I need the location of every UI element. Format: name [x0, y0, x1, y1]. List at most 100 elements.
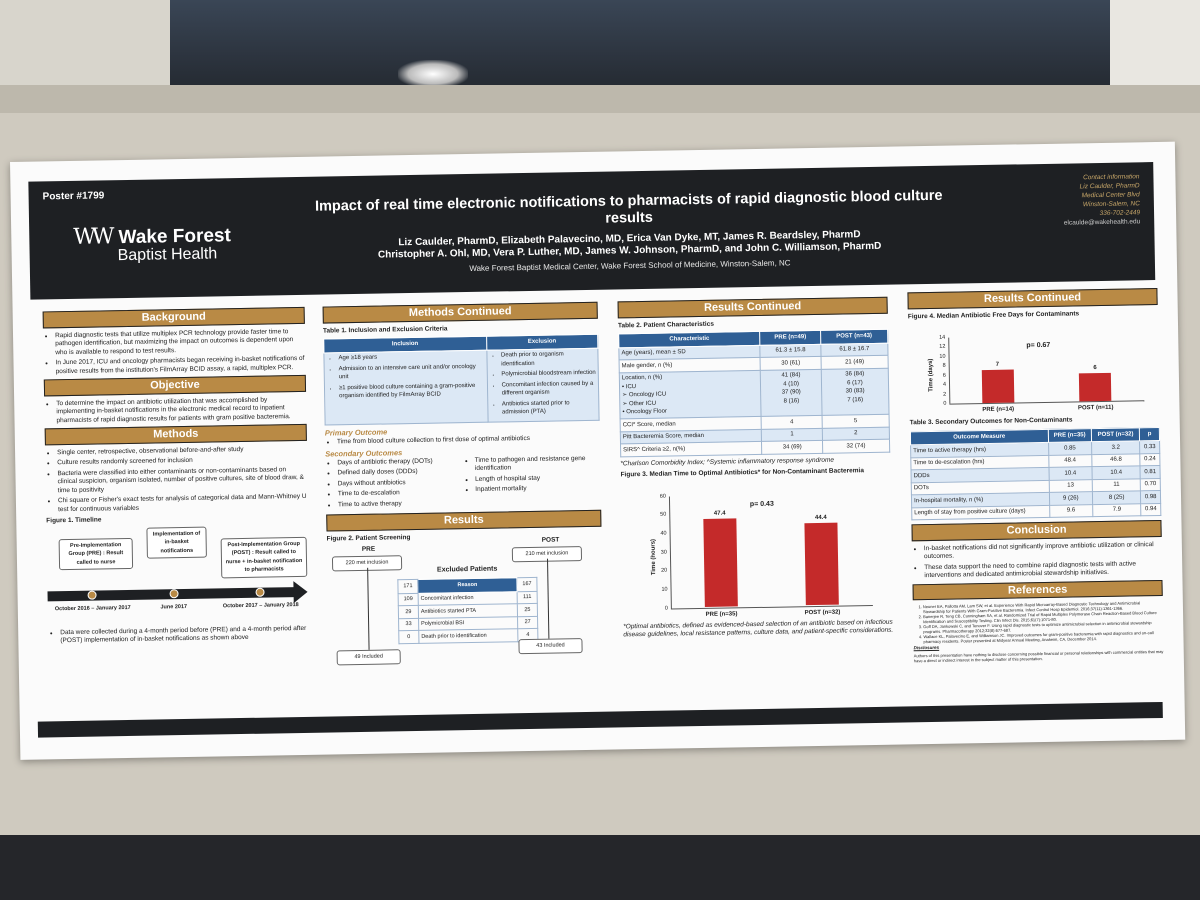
table-cell: 4 [761, 415, 823, 429]
column-2: Methods Continued Table 1. Inclusion and… [322, 301, 604, 667]
table-cell: 21 (49) [820, 355, 889, 369]
floor [0, 835, 1200, 900]
x-category-label: PRE (n=35) [705, 610, 738, 618]
x-category-label: POST (n=11) [1077, 404, 1114, 412]
secondary-outcome: Time to active therapy [338, 499, 464, 510]
timeline-date: June 2017 [160, 603, 188, 610]
table-cell: 61.3 ± 15.8 [760, 343, 821, 358]
patient-screening-diagram: PRE POST 220 met inclusion 210 met inclu… [327, 536, 604, 667]
timeline-dot [87, 590, 97, 600]
table3-header: p [1139, 426, 1160, 441]
figure4-caption: Figure 4. Median Antibiotic Free Days fo… [907, 309, 1080, 320]
background-bullet: Rapid diagnostic tests that utilize mult… [55, 327, 305, 357]
column-3: Results Continued Table 2. Patient Chara… [617, 296, 894, 640]
table-cell: 2 [822, 426, 890, 441]
table-cell: 30 (61) [760, 356, 822, 370]
excluded-post-count: 27 [517, 615, 538, 629]
exclusion-item: Polymicrobial bloodstream infection [501, 369, 596, 379]
poster-header: Poster #1799 WW Wake Forest Baptist Healt… [28, 162, 1156, 300]
secondary-outcome: Time to de-escalation [338, 488, 464, 499]
excluded-post-count: 111 [517, 590, 538, 604]
table-cell: 41 (84) 4 (10) 37 (90) 8 (16) [760, 368, 822, 417]
table-cell: 0.94 [1140, 502, 1161, 516]
table-cell: 0.33 [1139, 440, 1160, 454]
secondary-outcomes-table: Outcome Measure PRE (n=35) POST (n=32) p Ti… [910, 426, 1162, 520]
timeline-impl-box: Implementation of in-basket notification… [146, 526, 207, 559]
contact-info: Contact information Liz Caulder, PharmD Me… [1063, 172, 1140, 227]
timeline: Pre-Implementation Group (PRE) : Result … [46, 524, 310, 629]
column-1: Background Rapid diagnostic tests that u… [42, 306, 311, 649]
table-cell: Location, n (%) • ICU ➢ Oncology ICU ➢ O… [619, 369, 762, 419]
post-included-box: 43 Included [518, 638, 583, 654]
table-cell: 10.4 [1091, 465, 1141, 480]
table-cell: 5 [821, 414, 890, 428]
exclusion-item: Antibiotics started prior to admission (… [502, 398, 597, 417]
timeline-dot [169, 588, 179, 598]
poster-board-frame [0, 85, 1200, 113]
objective-heading: Objective [43, 374, 307, 396]
references-list: Neuner EA, Pallotta AM, Lam SW, et al. E… [913, 600, 1164, 644]
table3-caption: Table 3. Secondary Outcomes for Non-Cont… [909, 416, 1073, 427]
logo-mark-icon: WW [73, 224, 111, 250]
references-heading: References [912, 579, 1163, 601]
table-cell: 0.24 [1140, 452, 1160, 466]
bar-value-label: 47.4 [713, 510, 726, 517]
y-axis-label: Time (days) [927, 358, 935, 392]
y-tick-label: 10 [661, 586, 668, 593]
flow-line [547, 558, 550, 639]
y-tick-label: 40 [660, 530, 667, 537]
timeline-date: October 2016 – January 2017 [54, 604, 131, 612]
timeline-post-box: Post-Implementation Group (POST) : Resul… [220, 536, 308, 578]
table3-header: PRE (n=35) [1047, 428, 1092, 443]
table-cell: 9 (26) [1048, 491, 1093, 505]
excluded-pre-count: 33 [398, 617, 419, 631]
table-cell: Length of stay from positive culture (da… [911, 504, 1050, 520]
table-cell: 61.8 ± 16.7 [820, 342, 889, 357]
table-cell: 13 [1048, 479, 1093, 493]
contact-email: elcaulde@wakehealth.edu [1063, 218, 1141, 227]
inclusion-item: Age ≥18 years [338, 352, 484, 363]
table-cell: 32 (74) [822, 439, 890, 453]
timeline-caption: Figure 1. Timeline [46, 516, 102, 525]
methods-bullet: Bacteria were classified into either con… [57, 465, 307, 495]
wall-column-left [0, 0, 170, 95]
flow-line [367, 567, 370, 650]
table-cell: 0.70 [1140, 477, 1161, 491]
excluded-pre-count: 29 [398, 605, 419, 619]
y-tick-label: 0 [943, 400, 947, 407]
secondary-outcome: Length of hospital stay [475, 473, 601, 484]
table2-header: POST (n=43) [820, 329, 888, 344]
p-value-annotation: p= 0.43 [749, 500, 774, 508]
table3-header: POST (n=32) [1091, 427, 1140, 442]
inclusion-item: Admission to an intensive care unit and/… [339, 362, 485, 382]
exclusion-item: Concomitant infection caused by a differ… [501, 379, 596, 398]
poster-footer [37, 701, 1163, 738]
bar-value-label: 6 [1093, 364, 1097, 371]
table-cell: 7.9 [1092, 503, 1142, 517]
table-cell: 34 (69) [761, 440, 823, 454]
excluded-post-count: 25 [517, 603, 538, 617]
bar [981, 369, 1015, 404]
table2-header: PRE (n=49) [759, 330, 821, 345]
poster-number: Poster #1799 [42, 190, 105, 203]
ceiling-light [398, 60, 468, 88]
bar [703, 518, 739, 608]
wall-column-right [1110, 0, 1200, 95]
background-bullet: In June 2017, ICU and oncology pharmacis… [55, 355, 305, 376]
logo-line2: Baptist Health [117, 245, 218, 265]
secondary-outcomes: Days of antibiotic therapy (DOTs)Defined… [325, 454, 601, 514]
patient-characteristics-table: Characteristic PRE (n=49) POST (n=43) Age … [618, 329, 890, 457]
logo: WW Wake Forest Baptist Health [73, 222, 231, 266]
figure4-chart: 0 2 4 6 8 10 12 14 Time (days) 7 PRE (n=14) 6 POST (… [908, 320, 1160, 416]
x-category-label: PRE (n=14) [982, 406, 1015, 414]
column-4: Results Continued Figure 4. Median Antib… [907, 287, 1164, 663]
excluded-heading: Excluded Patients [436, 565, 498, 574]
bar-value-label: 44.4 [814, 514, 827, 521]
table-cell: 0.81 [1140, 465, 1161, 479]
y-tick-label: 50 [660, 511, 667, 518]
table-cell: 46.8 [1091, 453, 1141, 467]
table-cell: 9.6 [1049, 504, 1093, 518]
table-cell: 11 [1092, 478, 1141, 492]
secondary-outcome: Time to pathogen and resistance gene ide… [475, 454, 601, 473]
y-tick-label: 0 [664, 605, 668, 612]
